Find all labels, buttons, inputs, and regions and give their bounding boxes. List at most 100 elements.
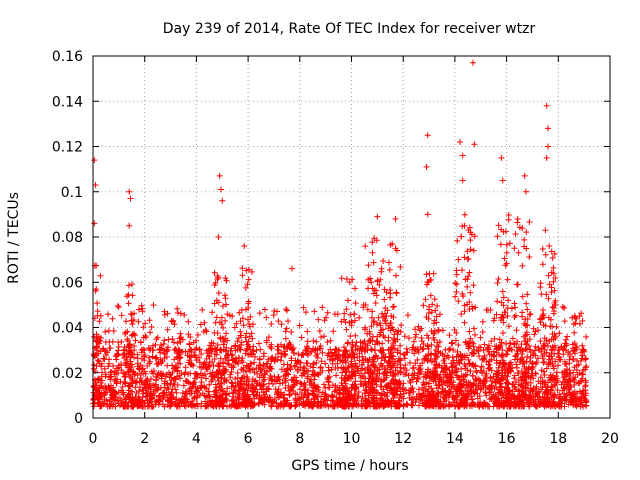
data-point [519,309,526,316]
data-point [283,325,290,332]
data-point [542,251,549,258]
data-point [497,241,504,248]
data-point [552,400,559,407]
data-point [266,386,273,393]
data-point [311,392,318,399]
data-point [217,346,224,353]
data-point [444,378,451,385]
data-point [245,363,252,370]
data-point [426,270,433,277]
data-point [461,354,468,361]
data-point [397,328,404,335]
data-point [364,357,371,364]
data-point [492,392,499,399]
data-point [458,365,465,372]
data-point [522,370,529,377]
data-point [294,368,301,375]
data-point [458,376,465,383]
data-point [139,308,146,315]
data-point [380,386,387,393]
data-point [219,395,226,402]
data-point [342,375,349,382]
data-point [420,302,427,309]
data-point [378,268,385,275]
data-point [480,347,487,354]
data-point [242,334,249,341]
data-point [351,311,358,318]
data-point [453,359,460,366]
data-point [501,255,508,262]
data-point [120,370,127,377]
data-point [157,341,164,348]
data-point [193,354,200,361]
data-point [220,324,227,331]
data-point [466,299,473,306]
y-tick-label: 0.16 [52,49,83,65]
data-point [358,347,365,354]
data-point [461,402,468,409]
data-point [524,291,531,298]
data-point [170,380,177,387]
data-point [409,385,416,392]
data-point [561,304,568,311]
data-point [543,365,550,372]
data-point [496,360,503,367]
data-point [370,259,377,266]
data-point [342,359,349,366]
data-point [500,294,507,301]
data-point [472,375,479,382]
data-point [411,372,418,379]
data-point [367,366,374,373]
y-tick-labels: 0 0.02 0.04 0.06 0.08 0.1 0.12 0.14 0.16 [52,49,83,427]
data-point [184,352,191,359]
data-point [477,344,484,351]
data-point [135,318,142,325]
data-point [461,308,468,315]
data-point [349,341,356,348]
data-point [190,402,197,409]
data-point [383,383,390,390]
data-point [457,351,464,358]
data-point [101,356,108,363]
data-point [463,341,470,348]
data-point [473,369,480,376]
data-point [417,366,424,373]
data-point [285,341,292,348]
data-point [274,388,281,395]
data-point [523,300,530,307]
data-point [245,276,252,283]
data-point [219,197,226,204]
data-point [545,295,552,302]
data-point [366,337,373,344]
data-point [302,309,309,316]
data-point [406,387,413,394]
data-point [91,333,98,340]
data-point [210,362,217,369]
data-point [423,332,430,339]
data-point [393,290,400,297]
data-point [470,401,477,408]
data-point [463,393,470,400]
data-point [142,334,149,341]
data-point [194,393,201,400]
data-point [214,276,221,283]
data-point [511,372,518,379]
data-point [451,402,458,409]
data-point [464,248,471,255]
data-point [460,373,467,380]
data-point [220,359,227,366]
data-point [479,402,486,409]
data-point [583,333,590,340]
data-point [310,337,317,344]
data-point [195,354,202,361]
data-point [538,291,545,298]
data-point [201,319,208,326]
data-point [268,402,275,409]
data-point [247,313,254,320]
data-point [582,379,589,386]
data-point [315,371,322,378]
data-point [332,386,339,393]
data-point [251,369,258,376]
data-point [202,398,209,405]
data-point [375,314,382,321]
